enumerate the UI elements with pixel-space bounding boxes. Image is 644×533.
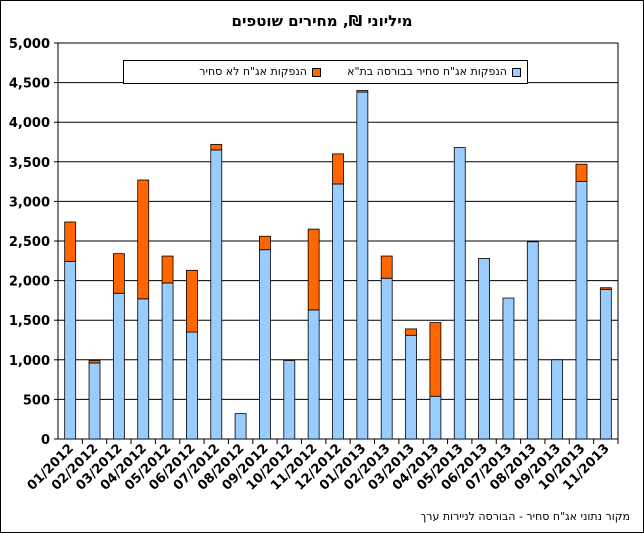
legend-swatch-tradable [512,68,521,77]
bar-tradable [64,261,77,440]
legend-swatch-nontradable [312,68,321,77]
y-tick-label: 4,000 [9,116,50,131]
bar-tradable [453,147,466,440]
bar-nontradable [186,269,198,333]
bar-tradable [186,331,198,440]
bar-nontradable [307,228,320,311]
bar-nontradable [161,255,174,284]
bar-tradable [502,297,515,440]
bar-nontradable [64,221,77,262]
chart-title: מיליוני ₪, מחירים שוטפים [231,12,413,30]
bar-nontradable [137,179,150,300]
bar-tradable [234,413,247,440]
y-tick-label: 5,000 [9,37,50,52]
bar-tradable [161,282,174,440]
legend-label-nontradable: הנפקות אג"ח לא סחיר [199,65,307,78]
bar-tradable [478,258,490,440]
y-tick-label: 2,000 [9,275,50,290]
bar-tradable [332,183,344,440]
bar-tradable [210,149,223,440]
bar-tradable [380,277,393,440]
y-tick-label: 0 [41,433,50,448]
bar-tradable [575,181,588,440]
bar-nontradable [380,255,393,279]
bar-nontradable [88,360,101,364]
bar-tradable [112,292,125,440]
source-note: מקור נתוני אג"ח סחיר - הבורסה לניירות ער… [420,510,630,523]
bar-tradable [429,395,442,440]
y-tick-label: 3,000 [9,195,50,210]
bar-nontradable [210,143,223,151]
bar-tradable [259,249,271,440]
y-tick-label: 1,500 [9,314,50,329]
y-tick-label: 2,500 [9,235,50,250]
y-tick-label: 4,500 [9,77,50,92]
y-tick-label: 1,000 [9,354,50,369]
bar-nontradable [259,235,271,251]
bar-tradable [599,288,612,440]
bar-tradable [405,334,417,440]
bar-tradable [88,362,101,440]
bar-nontradable [405,328,417,336]
bar-nontradable [429,322,442,397]
bar-nontradable [575,163,588,182]
bar-nontradable [356,90,369,93]
bar-nontradable [599,287,612,290]
bar-tradable [307,309,320,440]
legend-label-tradable: הנפקות אג"ח סחיר בבורסה בת"א [347,65,507,78]
bar-tradable [526,241,539,440]
bar-tradable [356,91,369,440]
bar-tradable [283,360,296,440]
bar-nontradable [112,253,125,294]
bar-nontradable [332,153,344,185]
bar-tradable [551,359,564,440]
chart-legend: הנפקות אג"ח סחיר בבורסה בת"א הנפקות אג"ח… [123,60,528,84]
y-tick-label: 500 [23,393,50,408]
bar-tradable [137,298,150,440]
y-tick-label: 3,500 [9,156,50,171]
